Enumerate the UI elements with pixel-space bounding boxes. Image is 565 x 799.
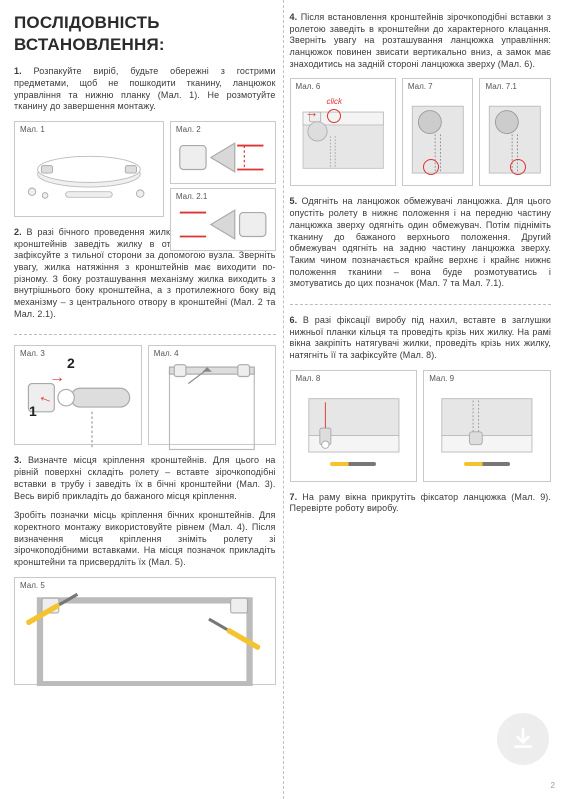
figure-row-5: Мал. 8 Мал. 9 [290,370,552,482]
step-number: 5. [290,196,298,206]
para-1: 1. Розпакуйте виріб, будьте обережні з г… [14,66,276,113]
para-text: Визначте місця кріплення кронштейнів. Дл… [14,455,276,500]
figure-body [15,122,163,216]
figure-5: Мал. 5 [14,577,276,685]
callout-number-2: 2 [67,354,75,372]
figure-label: Мал. 2.1 [176,192,207,202]
figure-body: 2 1 → → [15,346,141,458]
tensioner-icon [295,395,413,456]
bracket-thread-icon [175,136,271,179]
figure-9: Мал. 9 [423,370,551,482]
step-number: 1. [14,66,22,76]
figure-3: Мал. 3 2 1 → → [14,345,142,445]
figure-body [149,346,275,458]
figure-row-4: Мал. 6 → click Мал. 7 [290,78,552,186]
figure-6: Мал. 6 → click [290,78,396,186]
page-title: ПОСЛІДОВНІСТЬ ВСТАНОВЛЕННЯ: [14,12,276,56]
para-7: 7. На раму вікна прикрутіть фіксатор лан… [290,492,552,515]
figure-label: Мал. 1 [20,125,45,135]
figure-7: Мал. 7 [402,78,474,186]
para-text: В разі фіксації виробу під нахил, вставт… [290,315,552,360]
right-column: 4. Після встановлення кронштейнів зірочк… [290,12,552,789]
step-number: 6. [290,315,298,325]
page-number: 2 [551,781,555,791]
para-3a: 3. Визначте місця кріплення кронштейнів.… [14,455,276,502]
click-label: click [327,97,343,107]
watermark-icon [497,713,549,765]
para-text: Одягніть на ланцюжок обмежувачі ланцюжка… [290,196,552,288]
figure-body: → click [291,79,395,185]
figure-row-2: Мал. 3 2 1 → → Мал. 4 [14,345,276,445]
figure-body [480,79,550,185]
figure-label: Мал. 5 [20,581,45,591]
para-4: 4. Після встановлення кронштейнів зірочк… [290,12,552,70]
para-text: Розпакуйте виріб, будьте обережні з гост… [14,66,276,111]
column-divider [283,0,284,799]
diagram-unpack-icon [19,136,159,212]
red-arrow-icon: → [305,103,319,121]
red-arrow-icon: → [49,368,65,389]
figure-row-1: Мал. 1 Мал. 2 [14,121,276,217]
red-circle-icon [327,109,341,123]
figure-7-1: Мал. 7.1 [479,78,551,186]
figure-body [291,371,417,481]
section-divider [290,304,552,305]
left-column: ПОСЛІДОВНІСТЬ ВСТАНОВЛЕННЯ: 1. Розпакуйт… [14,12,276,789]
screwdriver-icon [330,462,376,466]
screwdriver-icon [464,462,510,466]
level-mark-icon [153,360,271,454]
figure-4: Мал. 4 [148,345,276,445]
step-number: 2. [14,227,22,237]
figure-body [15,578,275,690]
figure-row-3: Мал. 5 [14,577,276,685]
figure-body [424,371,550,481]
para-text: На раму вікна прикрутіть фіксатор ланцюж… [290,492,552,514]
para-text: Після встановлення кронштейнів зірочкопо… [290,12,552,69]
figure-1: Мал. 1 [14,121,164,217]
figure-2-1: Мал. 2.1 [170,188,276,251]
figure-label: Мал. 2 [176,125,201,135]
chain-fixer-icon [428,395,546,456]
download-arrow-icon [510,726,536,752]
figure-label: Мал. 4 [154,349,179,359]
figure-2: Мал. 2 [170,121,276,184]
drill-frame-icon [19,592,271,686]
para-5: 5. Одягніть на ланцюжок обмежувачі ланцю… [290,196,552,290]
figure-label: Мал. 8 [296,374,321,384]
figure-8: Мал. 8 [290,370,418,482]
step-number: 7. [290,492,298,502]
section-divider [14,334,276,335]
bracket-thread-alt-icon [175,203,271,246]
step-number: 4. [290,12,298,22]
figure-body [403,79,473,185]
para-3b: Зробіть позначки місць кріплення бічних … [14,510,276,568]
para-6: 6. В разі фіксації виробу під нахил, вст… [290,315,552,362]
figure-label: Мал. 9 [429,374,454,384]
